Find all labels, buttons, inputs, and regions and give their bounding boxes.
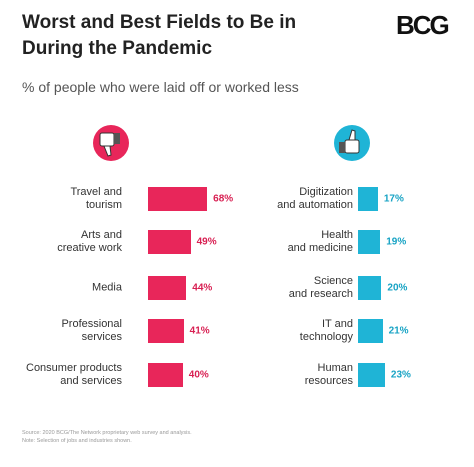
source: Source: 2020 BCG/The Network proprietary… xyxy=(22,430,192,436)
category-label: Digitization and automation xyxy=(277,186,353,211)
bar xyxy=(358,230,381,254)
bar xyxy=(358,187,378,211)
category-label: Human resources xyxy=(304,362,353,387)
category-label: Health and medicine xyxy=(287,229,353,254)
subtitle: % of people who were laid off or worked … xyxy=(22,79,299,95)
category-label: Consumer products and services xyxy=(26,362,122,387)
value-label: 23% xyxy=(390,369,411,381)
value-label: 41% xyxy=(189,325,210,337)
category-label: Travel and tourism xyxy=(70,186,122,211)
bar xyxy=(358,319,383,343)
bar xyxy=(148,363,183,387)
category-label: Media xyxy=(92,281,122,294)
logo: BCG xyxy=(396,10,450,40)
bar xyxy=(358,363,385,387)
category-label: Science and research xyxy=(288,275,353,300)
value-label: 17% xyxy=(383,193,404,205)
category-label: IT and technology xyxy=(299,318,353,343)
value-label: 49% xyxy=(196,236,217,248)
bar xyxy=(358,276,382,300)
category-label: Professional services xyxy=(61,318,122,343)
value-label: 40% xyxy=(188,369,209,381)
value-label: 19% xyxy=(386,236,407,248)
value-label: 20% xyxy=(387,282,408,294)
value-label: 44% xyxy=(192,282,213,294)
thumbs-down-icon xyxy=(93,125,129,161)
note: Note: Selection of jobs and industries s… xyxy=(22,438,132,444)
value-label: 21% xyxy=(388,325,409,337)
bar xyxy=(148,230,191,254)
bar xyxy=(148,276,187,300)
bar xyxy=(148,187,208,211)
category-label: Arts and creative work xyxy=(57,229,122,254)
title: Worst and Best Fields to Be in During th… xyxy=(22,12,297,59)
value-label: 68% xyxy=(213,193,234,205)
bar xyxy=(148,319,184,343)
thumbs-up-icon xyxy=(334,125,370,161)
